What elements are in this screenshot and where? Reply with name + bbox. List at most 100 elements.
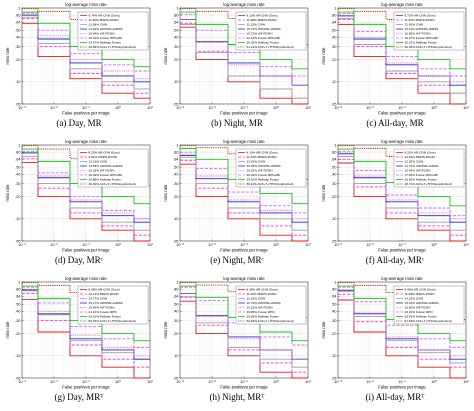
x-tick-label: 10¹ bbox=[305, 243, 311, 247]
x-tick-label: 10⁻³ bbox=[176, 106, 184, 110]
legend-entry: 11.63% MSDS-RCNN bbox=[405, 18, 435, 22]
panel-caption: (g) Day, MRᵀ bbox=[55, 392, 105, 402]
x-tick-label: 10⁰ bbox=[273, 380, 279, 384]
y-tick-label: .40 bbox=[331, 36, 336, 40]
y-tick-label: .10 bbox=[173, 80, 178, 84]
legend-entry: 11.43% MSDS-RCNN bbox=[247, 155, 277, 159]
chart-panel: 8.38% AR-CNN (Ours) 12.12% MSDS-RCNN 14.77… bbox=[0, 274, 158, 411]
legend-entry: 12.65% CIAN bbox=[405, 23, 424, 27]
x-tick-label: 10⁻² bbox=[50, 243, 58, 247]
legend-entry: 10.54% MSDS-RCNN bbox=[405, 155, 435, 159]
chart-title: log-average miss rate bbox=[65, 2, 107, 7]
legend-box bbox=[77, 285, 149, 325]
y-axis-label: miss rate bbox=[163, 47, 168, 65]
chart-title: log-average miss rate bbox=[381, 139, 423, 144]
legend-entry: 28.35% Halfway Fusion bbox=[247, 41, 280, 45]
y-tick-label: .64 bbox=[331, 158, 336, 162]
x-tick-label: 10¹ bbox=[147, 106, 153, 110]
legend-entry: 29.26% Halfway Fusion bbox=[247, 315, 280, 319]
y-tick-label: .50 bbox=[331, 166, 336, 170]
panel-caption: (d) Day, MRᶜ bbox=[55, 255, 104, 265]
legend-entry: 15.73% IATDNN+IAMSS bbox=[247, 27, 281, 31]
y-tick-label: .10 bbox=[15, 354, 20, 358]
legend-entry: 20.02% Fusion RPN+BF bbox=[247, 173, 281, 177]
x-axis-label: False positives per image bbox=[220, 385, 268, 390]
legend-entry: 15.72% IAF RCNN bbox=[247, 32, 273, 36]
chart-panel: 8.25% AR-CNN (Ours) 9.91% MSDS-RCNN 12.13%… bbox=[0, 137, 158, 274]
legend-box bbox=[235, 148, 307, 188]
legend-entry: 25.31% Halfway Fusion bbox=[405, 41, 438, 45]
x-tick-label: 10⁻³ bbox=[176, 380, 184, 384]
y-tick-label: .05 bbox=[15, 239, 20, 243]
chart-title: log-average miss rate bbox=[223, 2, 265, 7]
legend-entry: 56.11% ACF+T+THOG(optimized) bbox=[247, 182, 294, 186]
y-tick-label: .80 bbox=[331, 287, 336, 291]
chart-svg: 8.72% AR-CNN (Ours)11.63% MSDS-RCNN12.65… bbox=[321, 2, 469, 128]
y-tick-label: .80 bbox=[173, 150, 178, 154]
legend-box bbox=[235, 11, 307, 51]
legend-entry: 51.14% ACF+T+THOG(optimized) bbox=[247, 45, 294, 49]
y-axis-label: miss rate bbox=[5, 184, 10, 202]
y-tick-label: .80 bbox=[15, 150, 20, 154]
y-tick-label: .80 bbox=[15, 13, 20, 17]
y-tick-label: 1 bbox=[176, 143, 178, 147]
legend-entry: 8.38% AR-CNN (Ours) bbox=[89, 288, 120, 292]
y-tick-label: 1 bbox=[18, 280, 20, 284]
y-tick-label: .10 bbox=[15, 217, 20, 221]
series-line bbox=[22, 151, 150, 220]
chart-svg: 8.13% AR-CNN (Ours)11.28% MSDS-RCNN11.13… bbox=[163, 2, 311, 128]
chart-title: log-average miss rate bbox=[65, 139, 107, 144]
legend-entry: 24.88% Halfway Fusion bbox=[89, 178, 122, 182]
y-tick-label: .30 bbox=[331, 319, 336, 323]
y-axis-label: miss rate bbox=[321, 321, 326, 339]
legend-entry: 50.76% ACF+T+THOG(optimized) bbox=[89, 319, 136, 323]
legend-entry: 8.72% AR-CNN (Ours) bbox=[405, 14, 436, 18]
panel-caption: (f) All-day, MRᶜ bbox=[366, 255, 425, 265]
y-tick-label: .40 bbox=[173, 310, 178, 314]
y-tick-label: 1 bbox=[334, 280, 336, 284]
series-line bbox=[22, 13, 150, 80]
x-tick-label: 10⁰ bbox=[115, 106, 121, 110]
y-tick-label: .64 bbox=[15, 295, 20, 299]
legend-entry: 12.13% CIAN bbox=[89, 160, 108, 164]
y-tick-label: .50 bbox=[173, 29, 178, 33]
panel-caption: (c) All-day, MR bbox=[366, 118, 423, 128]
legend-entry: 11.13% CIAN bbox=[247, 23, 266, 27]
x-axis-label: False positives per image bbox=[378, 385, 426, 390]
chart-svg: 8.74% AR-CNN (Ours)11.82% MSDS-RCNN13.38… bbox=[5, 2, 153, 128]
series-line bbox=[338, 289, 466, 357]
y-tick-label: .40 bbox=[173, 36, 178, 40]
legend-entry: 8.43% AR-CNN (Ours) bbox=[405, 288, 436, 292]
x-tick-label: 10⁰ bbox=[431, 380, 437, 384]
chart-panel: 8.72% AR-CNN (Ours) 11.63% MSDS-RCNN 12.65… bbox=[316, 0, 474, 137]
y-tick-label: .80 bbox=[173, 287, 178, 291]
y-axis-label: miss rate bbox=[321, 47, 326, 65]
legend-entry: 15.22% IAF RCNN bbox=[247, 306, 273, 310]
x-tick-label: 10⁰ bbox=[115, 380, 121, 384]
chart-panel: 8.19% AR-CNN (Ours) 11.43% MSDS-RCNN 13.15… bbox=[158, 137, 316, 274]
legend-entry: 16.52% IAF RCNN bbox=[247, 169, 273, 173]
x-tick-label: 10⁻² bbox=[208, 106, 216, 110]
legend-entry: 15.46% IAF RCNN bbox=[405, 169, 431, 173]
legend-entry: 8.39% AR-CNN (Ours) bbox=[247, 288, 278, 292]
x-axis-label: False positives per image bbox=[378, 248, 426, 253]
y-tick-label: .80 bbox=[331, 13, 336, 17]
x-tick-label: 10⁻¹ bbox=[398, 106, 406, 110]
x-tick-label: 10¹ bbox=[463, 106, 469, 110]
y-tick-label: .30 bbox=[331, 45, 336, 49]
legend-entry: 16.46% IAF RCNN bbox=[89, 306, 115, 310]
series-line bbox=[338, 150, 466, 217]
legend-entry: 8.22% AR-CNN (Ours) bbox=[405, 151, 436, 155]
x-tick-label: 10⁻³ bbox=[334, 243, 342, 247]
chart-title: log-average miss rate bbox=[381, 2, 423, 7]
legend-box bbox=[393, 148, 465, 188]
legend-box bbox=[77, 11, 149, 51]
chart-svg: 8.25% AR-CNN (Ours)9.91% MSDS-RCNN12.13%… bbox=[5, 139, 153, 265]
y-tick-label: .64 bbox=[173, 295, 178, 299]
series-line bbox=[22, 282, 150, 322]
y-tick-label: .20 bbox=[173, 332, 178, 336]
y-tick-label: .40 bbox=[173, 173, 178, 177]
legend-entry: 15.82% IAF RCNN bbox=[405, 306, 431, 310]
x-tick-label: 10⁻³ bbox=[334, 106, 342, 110]
legend-entry: 15.11% IATDNN+IAMSS bbox=[405, 27, 439, 31]
